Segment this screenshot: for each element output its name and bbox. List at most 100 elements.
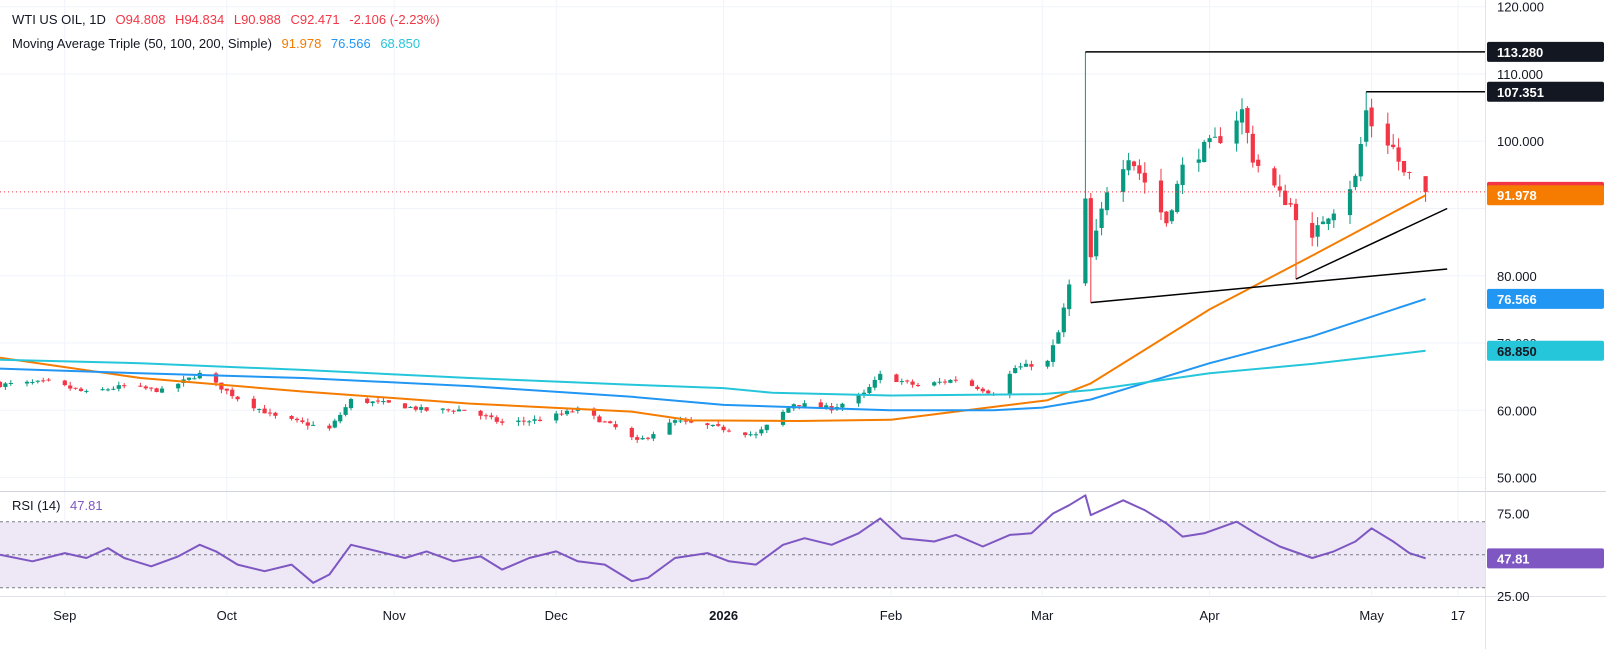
candle-body [915, 384, 921, 386]
candle-body [224, 388, 229, 391]
candle-body [332, 420, 337, 428]
rsi-value-text: 47.81 [1497, 551, 1530, 566]
candle-body [1288, 203, 1293, 205]
candle-body [0, 381, 3, 387]
candle-body [1045, 360, 1050, 367]
candle-body [257, 408, 262, 410]
candle-body [116, 385, 121, 389]
candle-body [1391, 144, 1396, 148]
time-tick-label: Oct [217, 608, 238, 623]
candle-body [1137, 165, 1142, 174]
candle-body [1088, 198, 1093, 258]
candle-body [1061, 307, 1066, 333]
candle-body [629, 427, 634, 438]
candle-body [138, 385, 143, 387]
candle-body [300, 420, 305, 423]
candle-body [84, 390, 89, 392]
candle-body [797, 405, 802, 407]
candle-body [645, 437, 651, 439]
candle-body [456, 409, 462, 412]
candle-body [932, 382, 937, 386]
candle-body [597, 416, 602, 423]
candle-body [105, 389, 111, 391]
candle-body [1369, 107, 1374, 127]
candle-body [1023, 363, 1029, 367]
ma-indicator-label[interactable]: Moving Average Triple (50, 100, 200, Sim… [12, 36, 272, 51]
candle-body [235, 396, 240, 400]
candle-body [516, 420, 521, 422]
price-tick-label: 100.000 [1497, 134, 1544, 149]
candle-body [251, 398, 256, 409]
close-value: 92.471 [299, 12, 340, 27]
candle-body [678, 420, 683, 422]
candle-body [35, 380, 40, 382]
candle-body [1013, 367, 1018, 374]
price-label-dark: 113.280 [1487, 41, 1604, 62]
candle-body [764, 424, 769, 431]
candle-body [672, 420, 678, 423]
candle-body [591, 408, 597, 416]
price-label-box [1487, 288, 1604, 309]
rsi-line [0, 494, 1426, 584]
price-label-text: 107.351 [1497, 85, 1544, 100]
candle-body [1326, 218, 1331, 225]
candle-body [867, 386, 872, 394]
candle-body [1277, 186, 1282, 191]
candle-body [570, 411, 575, 413]
rsi-axis: 75.00 25.00 [1497, 506, 1530, 604]
candle-body [986, 390, 991, 394]
candle-body [1250, 133, 1255, 163]
candle-body [1180, 164, 1185, 186]
time-tick-label: Mar [1031, 608, 1054, 623]
ohlc-legend: WTI US OIL, 1D O94.808 H94.834 L90.988 C… [12, 12, 446, 27]
ma50-value: 91.978 [281, 36, 322, 51]
candle-body [753, 434, 759, 436]
candle-body [1131, 161, 1137, 167]
candle-body [338, 414, 343, 422]
candle-body [894, 374, 899, 383]
candle-body [30, 382, 35, 384]
candle-body [608, 421, 613, 424]
candle-body [1029, 364, 1034, 367]
candle-body [602, 421, 607, 423]
candle-body [1175, 183, 1180, 212]
low-label: L [233, 12, 242, 27]
candle-body [375, 400, 381, 402]
ma200-value: 68.850 [380, 36, 421, 51]
candle-body [748, 434, 753, 436]
candle-body [219, 382, 224, 390]
candle-body [348, 399, 354, 409]
candle-body [154, 388, 159, 393]
candle-body [1083, 198, 1088, 284]
candle-body [62, 380, 67, 386]
candle-body [483, 415, 489, 417]
candle-body [1218, 136, 1223, 144]
price-label-box [1487, 340, 1604, 361]
candle-body [1293, 203, 1299, 221]
candle-body [861, 392, 867, 395]
open-label: O [115, 12, 126, 27]
candle-body [1007, 373, 1012, 396]
candle-body [1310, 222, 1315, 238]
price-tick-label: 60.000 [1497, 403, 1537, 418]
close-label: C [290, 12, 300, 27]
low-value: 90.988 [241, 12, 281, 27]
candle-body [230, 389, 235, 397]
change-value: -2.106 (-2.23%) [349, 12, 440, 27]
rsi-label[interactable]: RSI (14) [12, 498, 61, 513]
time-tick-label: Apr [1199, 608, 1220, 623]
symbol-label[interactable]: WTI US OIL, 1D [12, 12, 106, 27]
candle-body [500, 421, 505, 423]
candle-body [176, 383, 181, 389]
candle-body [78, 388, 84, 391]
candle-body [1094, 230, 1099, 257]
candle-body [489, 415, 494, 418]
time-tick-label: Dec [545, 608, 569, 623]
candle-body [402, 403, 408, 409]
candle-body [1142, 172, 1147, 183]
price-label-box [1487, 185, 1604, 206]
candle-body [878, 373, 883, 381]
candle-body [559, 413, 564, 415]
